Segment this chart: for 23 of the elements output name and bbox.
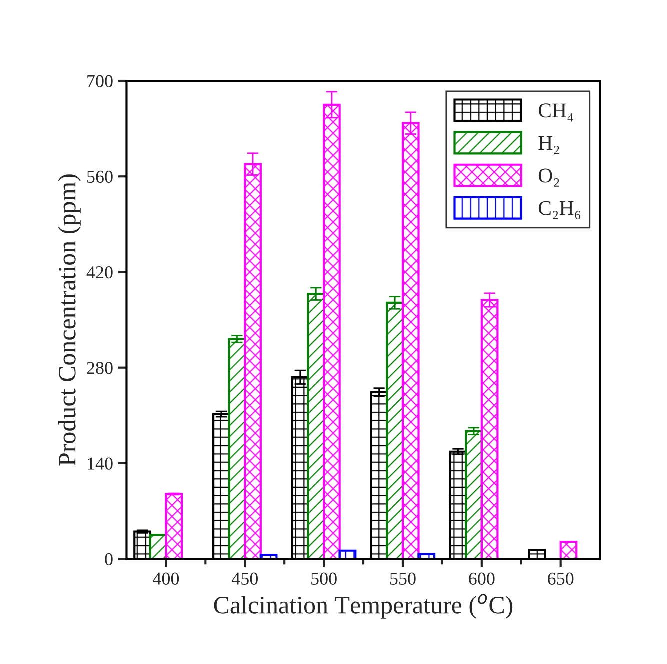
y-tick-label: 280 xyxy=(87,362,113,374)
legend-label: C₂H₆ xyxy=(538,201,581,220)
x-tick-label: 400 xyxy=(153,572,180,585)
bar xyxy=(228,338,246,560)
bar xyxy=(560,540,578,560)
y-tick-label: 140 xyxy=(88,458,113,470)
y-tick-label: 560 xyxy=(88,170,113,184)
x-tick-label: 600 xyxy=(469,572,495,585)
bar xyxy=(386,302,404,560)
x-axis-title: Calcination Temperature ($^{o}$C) xyxy=(214,594,513,619)
bar xyxy=(165,493,184,560)
bar xyxy=(465,430,483,560)
legend-label: CH₄ xyxy=(538,104,574,122)
x-tick-label: 550 xyxy=(390,572,416,585)
y-tick-label: 420 xyxy=(86,266,113,279)
x-tick-label: 450 xyxy=(232,572,258,585)
legend-label: O₂ xyxy=(538,168,560,187)
legend-label: H₂ xyxy=(538,136,560,154)
x-tick-label: 500 xyxy=(312,572,337,585)
y-tick-label: 0 xyxy=(105,553,113,566)
y-axis-title: Product Concentration (ppm) xyxy=(58,174,81,466)
x-tick-label: 650 xyxy=(548,572,574,585)
y-tick-label: 700 xyxy=(88,75,113,88)
